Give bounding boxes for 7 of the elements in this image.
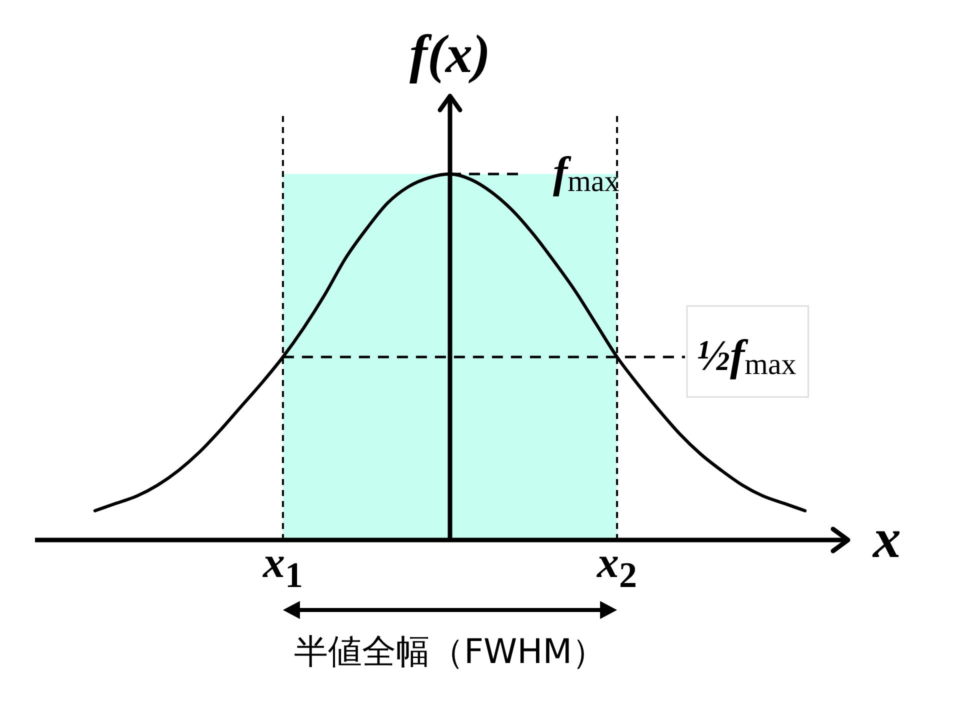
x-tick-label: x$_{2}$ [597, 538, 638, 595]
x-tick-label: x$_{1}$ [262, 538, 303, 595]
x-axis-title: x [873, 508, 901, 570]
ref-line-label: ½f$_{max}$ [697, 331, 796, 381]
y-axis-title: f(x) [410, 24, 490, 84]
band-label: 半値全幅（FWHM） [294, 632, 606, 672]
ref-line-label: f$_{max}$ [553, 148, 620, 198]
